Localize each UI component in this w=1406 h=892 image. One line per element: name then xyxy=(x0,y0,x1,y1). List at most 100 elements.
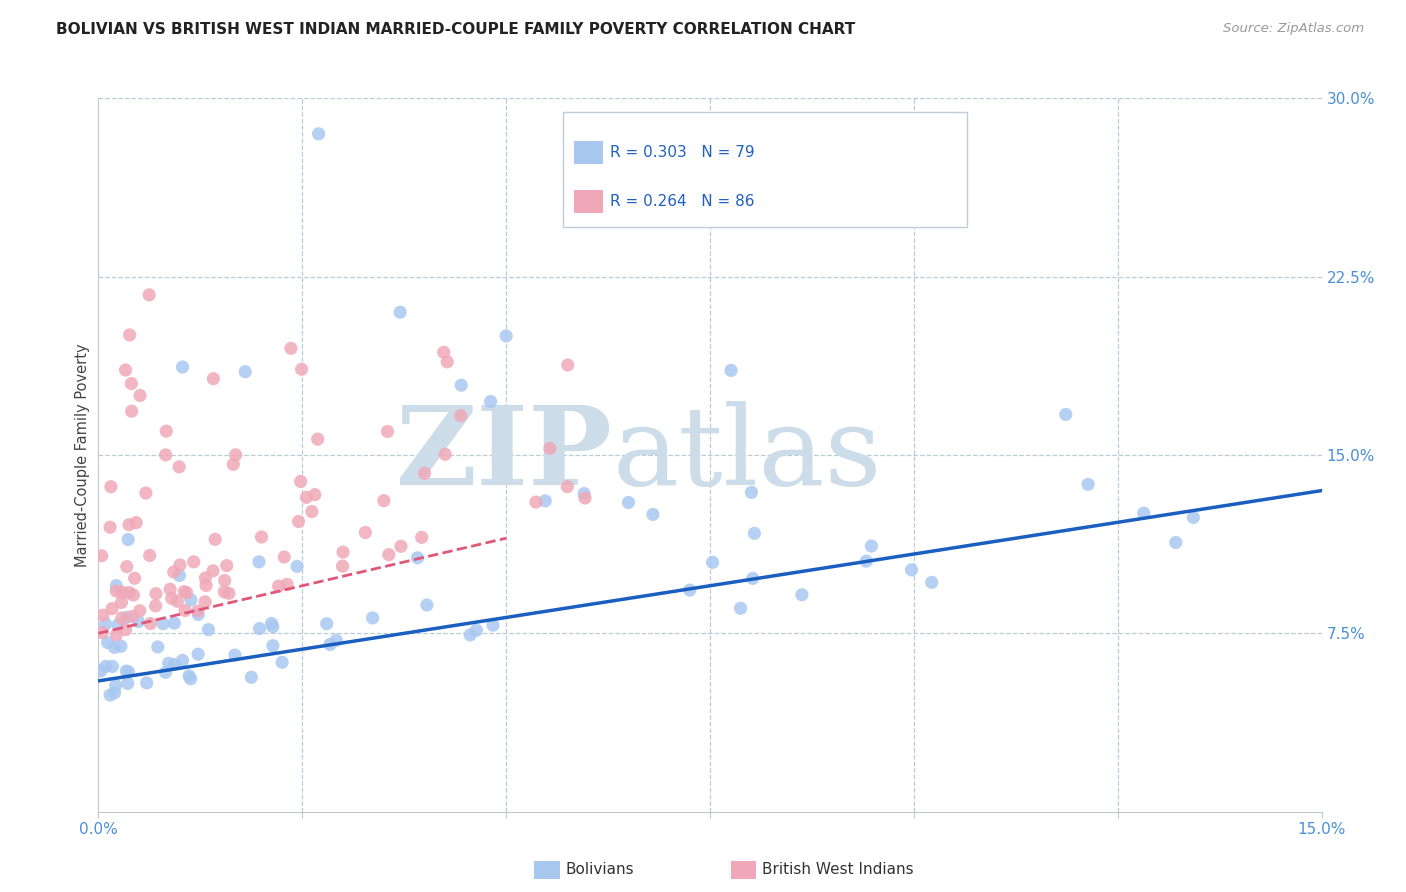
Point xyxy=(127,615,149,629)
Point xyxy=(194,595,217,609)
Point xyxy=(271,655,294,669)
Point xyxy=(124,571,146,585)
Point xyxy=(172,653,194,667)
Point xyxy=(214,574,236,588)
Point xyxy=(180,593,202,607)
Point xyxy=(177,669,200,683)
Point xyxy=(641,508,664,522)
Point xyxy=(720,363,742,377)
Point xyxy=(222,458,245,472)
Point xyxy=(173,584,195,599)
Point xyxy=(304,488,326,502)
Point xyxy=(295,491,318,505)
Point xyxy=(115,664,138,678)
Text: Bolivians: Bolivians xyxy=(565,863,634,877)
Point xyxy=(166,594,188,608)
Point xyxy=(117,533,139,547)
Point xyxy=(98,520,121,534)
Point xyxy=(128,604,150,618)
Point xyxy=(163,657,186,672)
Point xyxy=(104,686,127,700)
Point xyxy=(214,585,236,599)
Point xyxy=(107,618,129,632)
Point xyxy=(389,305,412,319)
Point xyxy=(155,665,177,680)
Point xyxy=(285,559,308,574)
Point xyxy=(290,475,312,489)
Point xyxy=(104,678,127,692)
Point xyxy=(121,609,143,624)
Point xyxy=(524,495,547,509)
Point xyxy=(138,549,160,563)
Point xyxy=(215,558,238,573)
Point xyxy=(262,639,284,653)
Point xyxy=(224,648,246,662)
Point xyxy=(411,530,433,544)
Point xyxy=(1077,477,1099,491)
Point xyxy=(291,362,314,376)
Point xyxy=(465,624,488,638)
Point xyxy=(262,620,284,634)
Point xyxy=(174,603,197,617)
Point xyxy=(157,657,180,671)
Point xyxy=(249,622,271,636)
Point xyxy=(139,616,162,631)
Point xyxy=(267,579,290,593)
Text: Source: ZipAtlas.com: Source: ZipAtlas.com xyxy=(1223,22,1364,36)
Point xyxy=(276,577,298,591)
Point xyxy=(433,345,456,359)
Point xyxy=(332,559,354,574)
Text: R = 0.303   N = 79: R = 0.303 N = 79 xyxy=(610,145,754,160)
Point xyxy=(194,571,217,585)
Point xyxy=(118,585,141,599)
Point xyxy=(233,365,256,379)
Point xyxy=(617,495,640,509)
Point xyxy=(135,676,157,690)
Point xyxy=(308,127,330,141)
Point xyxy=(169,558,191,572)
Point xyxy=(730,601,752,615)
Point xyxy=(301,505,323,519)
Point xyxy=(201,564,224,578)
Point xyxy=(225,448,247,462)
Point xyxy=(180,672,202,686)
Point xyxy=(679,583,702,598)
Point xyxy=(98,688,121,702)
Point xyxy=(117,665,139,679)
Point xyxy=(373,493,395,508)
Point xyxy=(167,459,190,474)
Point xyxy=(557,358,579,372)
Point xyxy=(105,584,128,599)
Point xyxy=(534,493,557,508)
Point xyxy=(287,515,309,529)
Point xyxy=(90,549,112,563)
Text: British West Indians: British West Indians xyxy=(762,863,914,877)
Point xyxy=(163,565,186,579)
Point xyxy=(557,480,579,494)
Point xyxy=(204,533,226,547)
Point xyxy=(114,623,136,637)
Point xyxy=(1182,510,1205,524)
Point xyxy=(479,394,502,409)
Point xyxy=(538,442,561,456)
Point xyxy=(111,585,134,599)
Point xyxy=(187,607,209,622)
Point xyxy=(332,545,354,559)
Point xyxy=(218,586,240,600)
Point xyxy=(413,467,436,481)
Point xyxy=(458,628,481,642)
Point xyxy=(702,555,724,569)
Point xyxy=(135,486,157,500)
Point xyxy=(240,670,263,684)
Point xyxy=(1164,535,1187,549)
Point xyxy=(101,659,124,673)
Point xyxy=(176,585,198,599)
Point xyxy=(495,329,517,343)
Point xyxy=(129,388,152,402)
Point xyxy=(860,539,883,553)
Point xyxy=(187,647,209,661)
Point xyxy=(197,623,219,637)
Point xyxy=(572,486,595,500)
Point xyxy=(195,578,218,592)
Point xyxy=(247,555,270,569)
